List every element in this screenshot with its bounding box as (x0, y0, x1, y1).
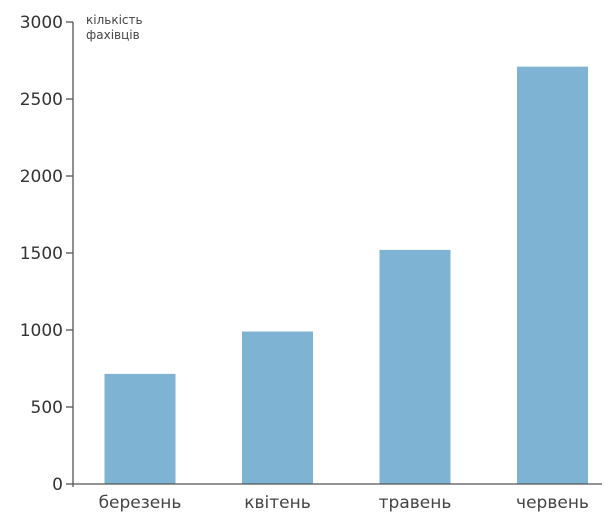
y-tick-label: 3000 (20, 13, 63, 33)
x-category-label: червень (516, 493, 589, 513)
x-category-label: березень (99, 493, 182, 513)
y-tick-label: 1000 (20, 321, 63, 341)
x-axis: березень квітень травень червень (73, 483, 602, 513)
bar-1 (104, 373, 176, 484)
y-axis-label-line-1: кількість (86, 13, 143, 27)
x-category-label: травень (379, 493, 452, 513)
bar-4 (517, 66, 588, 484)
bar-2 (242, 331, 313, 484)
y-tick-label: 2000 (20, 167, 63, 187)
y-tick-label: 0 (52, 475, 63, 495)
y-tick-label: 500 (31, 398, 63, 418)
y-axis: 0 500 1000 1500 2000 2500 3000 (20, 13, 74, 495)
y-tick-label: 1500 (20, 244, 63, 264)
bar-3 (379, 249, 451, 484)
y-tick-label: 2500 (20, 90, 63, 110)
x-category-label: квітень (244, 493, 311, 513)
bars (104, 66, 588, 484)
y-axis-label-line-2: фахівців (86, 28, 140, 42)
